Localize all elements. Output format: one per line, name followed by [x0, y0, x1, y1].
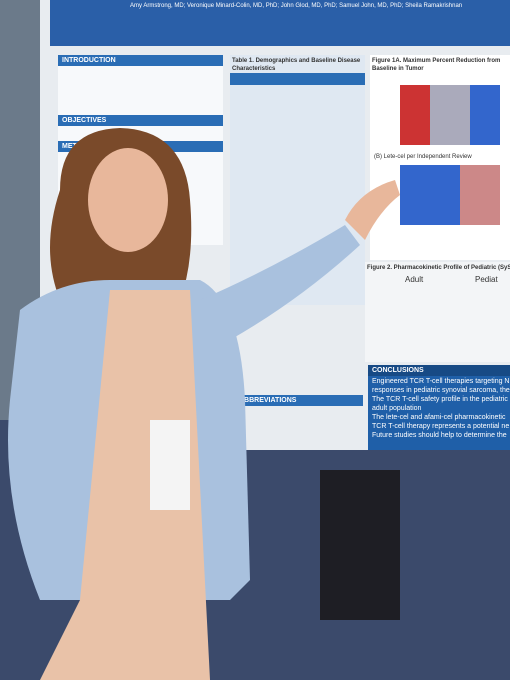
plot-label: Pediat	[475, 275, 498, 284]
conclusion-line: Future studies should help to determine …	[372, 432, 507, 439]
figure: Figure 1A. Maximum Percent Reduction fro…	[370, 55, 510, 260]
conclusion-line: Engineered TCR T-cell therapies targetin…	[372, 378, 510, 385]
face	[88, 148, 168, 252]
authors: Amy Armstrong, MD; Veronique Minard-Coli…	[130, 3, 463, 9]
section-header: CONCLUSIONS	[368, 365, 510, 376]
poster-header: Amy Armstrong, MD; Veronique Minard-Coli…	[50, 0, 510, 46]
bar-chart	[400, 85, 500, 145]
arm	[200, 225, 360, 340]
table-header	[230, 73, 365, 85]
conclusion-line: TCR T-cell therapy represents a potentia…	[372, 423, 510, 430]
conclusion-list: Engineered TCR T-cell therapies targetin…	[368, 376, 510, 441]
figure-title: Figure 2. Pharmacokinetic Profile of Ped…	[367, 265, 510, 271]
section-header: INTRODUCTION	[58, 55, 223, 66]
section-header: ABBREVIATIONS	[235, 395, 363, 406]
figure-subtitle: (B) Lete-cel per Independent Review	[374, 154, 472, 160]
section-header: OBJECTIVES	[58, 115, 223, 126]
conclusion-line: The lete-cel and afami-cel pharmacokinet…	[372, 414, 506, 421]
badge	[150, 420, 190, 510]
conclusions-box: CONCLUSIONS Engineered TCR T-cell therap…	[368, 365, 510, 450]
figure: Figure 2. Pharmacokinetic Profile of Ped…	[365, 262, 510, 362]
bar-chart	[400, 165, 500, 225]
conclusion-line: The TCR T-cell safety profile in the ped…	[372, 396, 508, 403]
conclusion-line: responses in pediatric synovial sarcoma,…	[372, 387, 510, 394]
hand	[345, 180, 400, 240]
plot-label: Adult	[405, 275, 424, 284]
figure-title: Figure 1A. Maximum Percent Reduction fro…	[372, 58, 501, 72]
conclusion-line: adult population	[372, 405, 422, 412]
table-title: Table 1. Demographics and Baseline Disea…	[232, 58, 361, 72]
passerby-legs	[320, 470, 400, 620]
dress	[40, 290, 210, 680]
